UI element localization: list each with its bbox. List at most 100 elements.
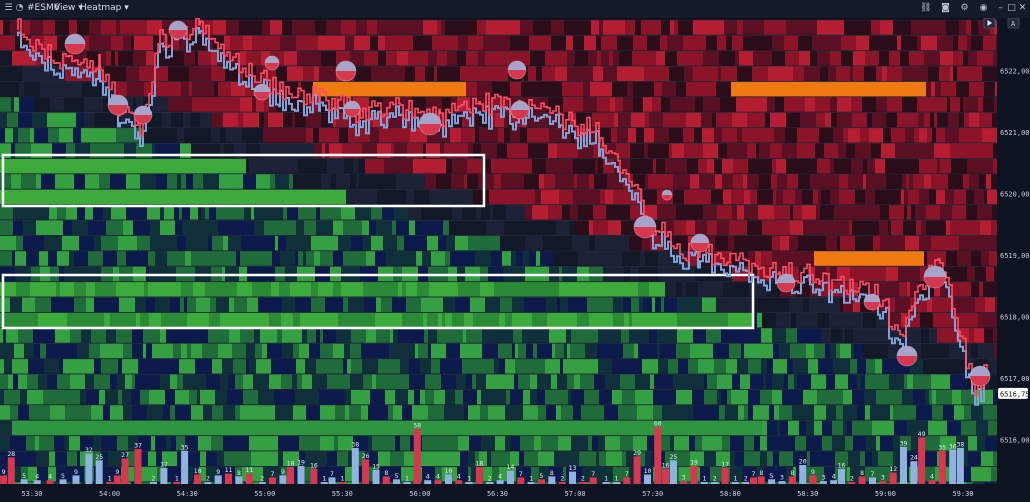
heatmap-cell [184,127,192,143]
heatmap-cell [38,312,54,328]
heatmap-cell [316,328,321,343]
heatmap-cell [674,220,687,235]
heatmap-cell [882,66,888,81]
auto-scale-button[interactable] [1007,18,1020,29]
heatmap-cell [282,328,287,343]
heatmap-cell [786,20,800,35]
heatmap-cell [605,435,621,451]
heatmap-cell [645,251,659,266]
heatmap-cell [860,451,866,466]
heatmap-cell [767,312,777,328]
heatmap-cell [650,374,655,389]
eye-icon[interactable]: ◉ [979,3,988,13]
heatmap-cell [34,127,42,143]
heatmap-cell [246,158,250,174]
heatmap-cell [818,189,822,205]
heatmap-cell [652,297,656,312]
heatmap-cell [933,20,947,35]
heatmap-cell [427,312,434,328]
heatmap-cell [836,66,851,81]
view-menu[interactable]: View ▾ [54,3,83,13]
heatmap-menu[interactable]: Heatmap ▾ [80,3,129,13]
heatmap-cell [160,220,176,235]
heatmap-cell [47,220,64,235]
close-icon[interactable]: ✕ [1018,3,1027,13]
heatmap-cell [155,251,165,266]
maximize-icon[interactable]: □ [1007,3,1016,13]
heatmap-cell [786,466,794,482]
heatmap-cell [421,235,428,251]
heatmap-cell [826,405,837,420]
heatmap-cell [28,466,38,482]
heatmap-cell [738,143,748,158]
trade-bubble-buy-half [134,106,152,115]
heatmap-cell [839,174,843,189]
heatmap-cell [335,405,346,420]
heatmap-cell [620,20,626,35]
heatmap-cell [708,20,725,35]
heatmap-chart[interactable]: 9 28 5 4 4 5 9 32 25 1 9 27 37 2 17 1 35 10 2 9 11 8 11 2 7 9 18 19… [0,18,1030,502]
heatmap-cell [603,20,607,35]
link-icon[interactable]: ⛓ [920,3,932,13]
heatmap-cell [214,189,229,205]
price-axis-label: 6516,00 [1000,437,1030,445]
heatmap-cell [701,112,709,128]
heatmap-cell [466,20,478,35]
symbol-label[interactable]: #ESM6 [27,3,60,13]
heatmap-cell [333,112,337,128]
heatmap-cell [267,420,275,436]
heatmap-cell [953,35,959,51]
heatmap-cell [47,158,57,174]
heatmap-cell [255,189,263,205]
heatmap-cell [94,297,99,312]
heatmap-cell [280,251,296,266]
heatmap-cell [170,405,176,420]
heatmap-cell [508,97,518,112]
heatmap-cell [633,97,644,112]
heatmap-cell [195,81,205,97]
heatmap-cell [198,204,202,220]
heatmap-cell [567,50,576,66]
heatmap-cell [950,97,961,112]
heatmap-cell [633,81,644,97]
heatmap-cell [771,297,779,312]
heatmap-cell [971,281,980,297]
heatmap-cell [627,81,634,97]
heatmap-cell [564,343,568,359]
heatmap-cell [13,374,19,389]
volume-bar-label: 8 [550,469,554,477]
heatmap-cell [115,81,128,97]
minimize-icon[interactable]: – [998,3,1003,13]
volume-bar-label: 10 [644,467,652,475]
chart-type-icon[interactable]: ◔ [15,3,24,13]
heatmap-cell [268,35,281,51]
volume-bar-label: 5 [395,472,399,480]
heatmap-cell [932,127,937,143]
heatmap-cell [39,251,49,266]
camera-icon[interactable]: ◙ [941,3,950,13]
heatmap-cell [283,451,300,466]
heatmap-cell [44,235,50,251]
window-menu-icon[interactable]: ☰ [4,3,13,13]
heatmap-cell [146,50,155,66]
heatmap-cell [742,127,752,143]
heatmap-cell [645,466,654,482]
heatmap-cell [900,435,912,451]
heatmap-cell [280,112,284,128]
settings-icon[interactable]: ⚙ [960,3,969,13]
heatmap-cell [431,220,444,235]
heatmap-cell [971,20,979,35]
heatmap-cell [666,235,680,251]
heatmap-cell [673,174,681,189]
heatmap-cell [703,143,719,158]
heatmap-cell [130,189,140,205]
heatmap-cell [680,81,687,97]
heatmap-cell [162,451,178,466]
heatmap-cell [895,328,899,343]
volume-bar-label: 4 [35,473,39,481]
heatmap-cell [856,35,870,51]
heatmap-cell [350,50,365,66]
heatmap-cell [366,66,372,81]
heatmap-cell [640,466,646,482]
heatmap-cell [177,451,184,466]
